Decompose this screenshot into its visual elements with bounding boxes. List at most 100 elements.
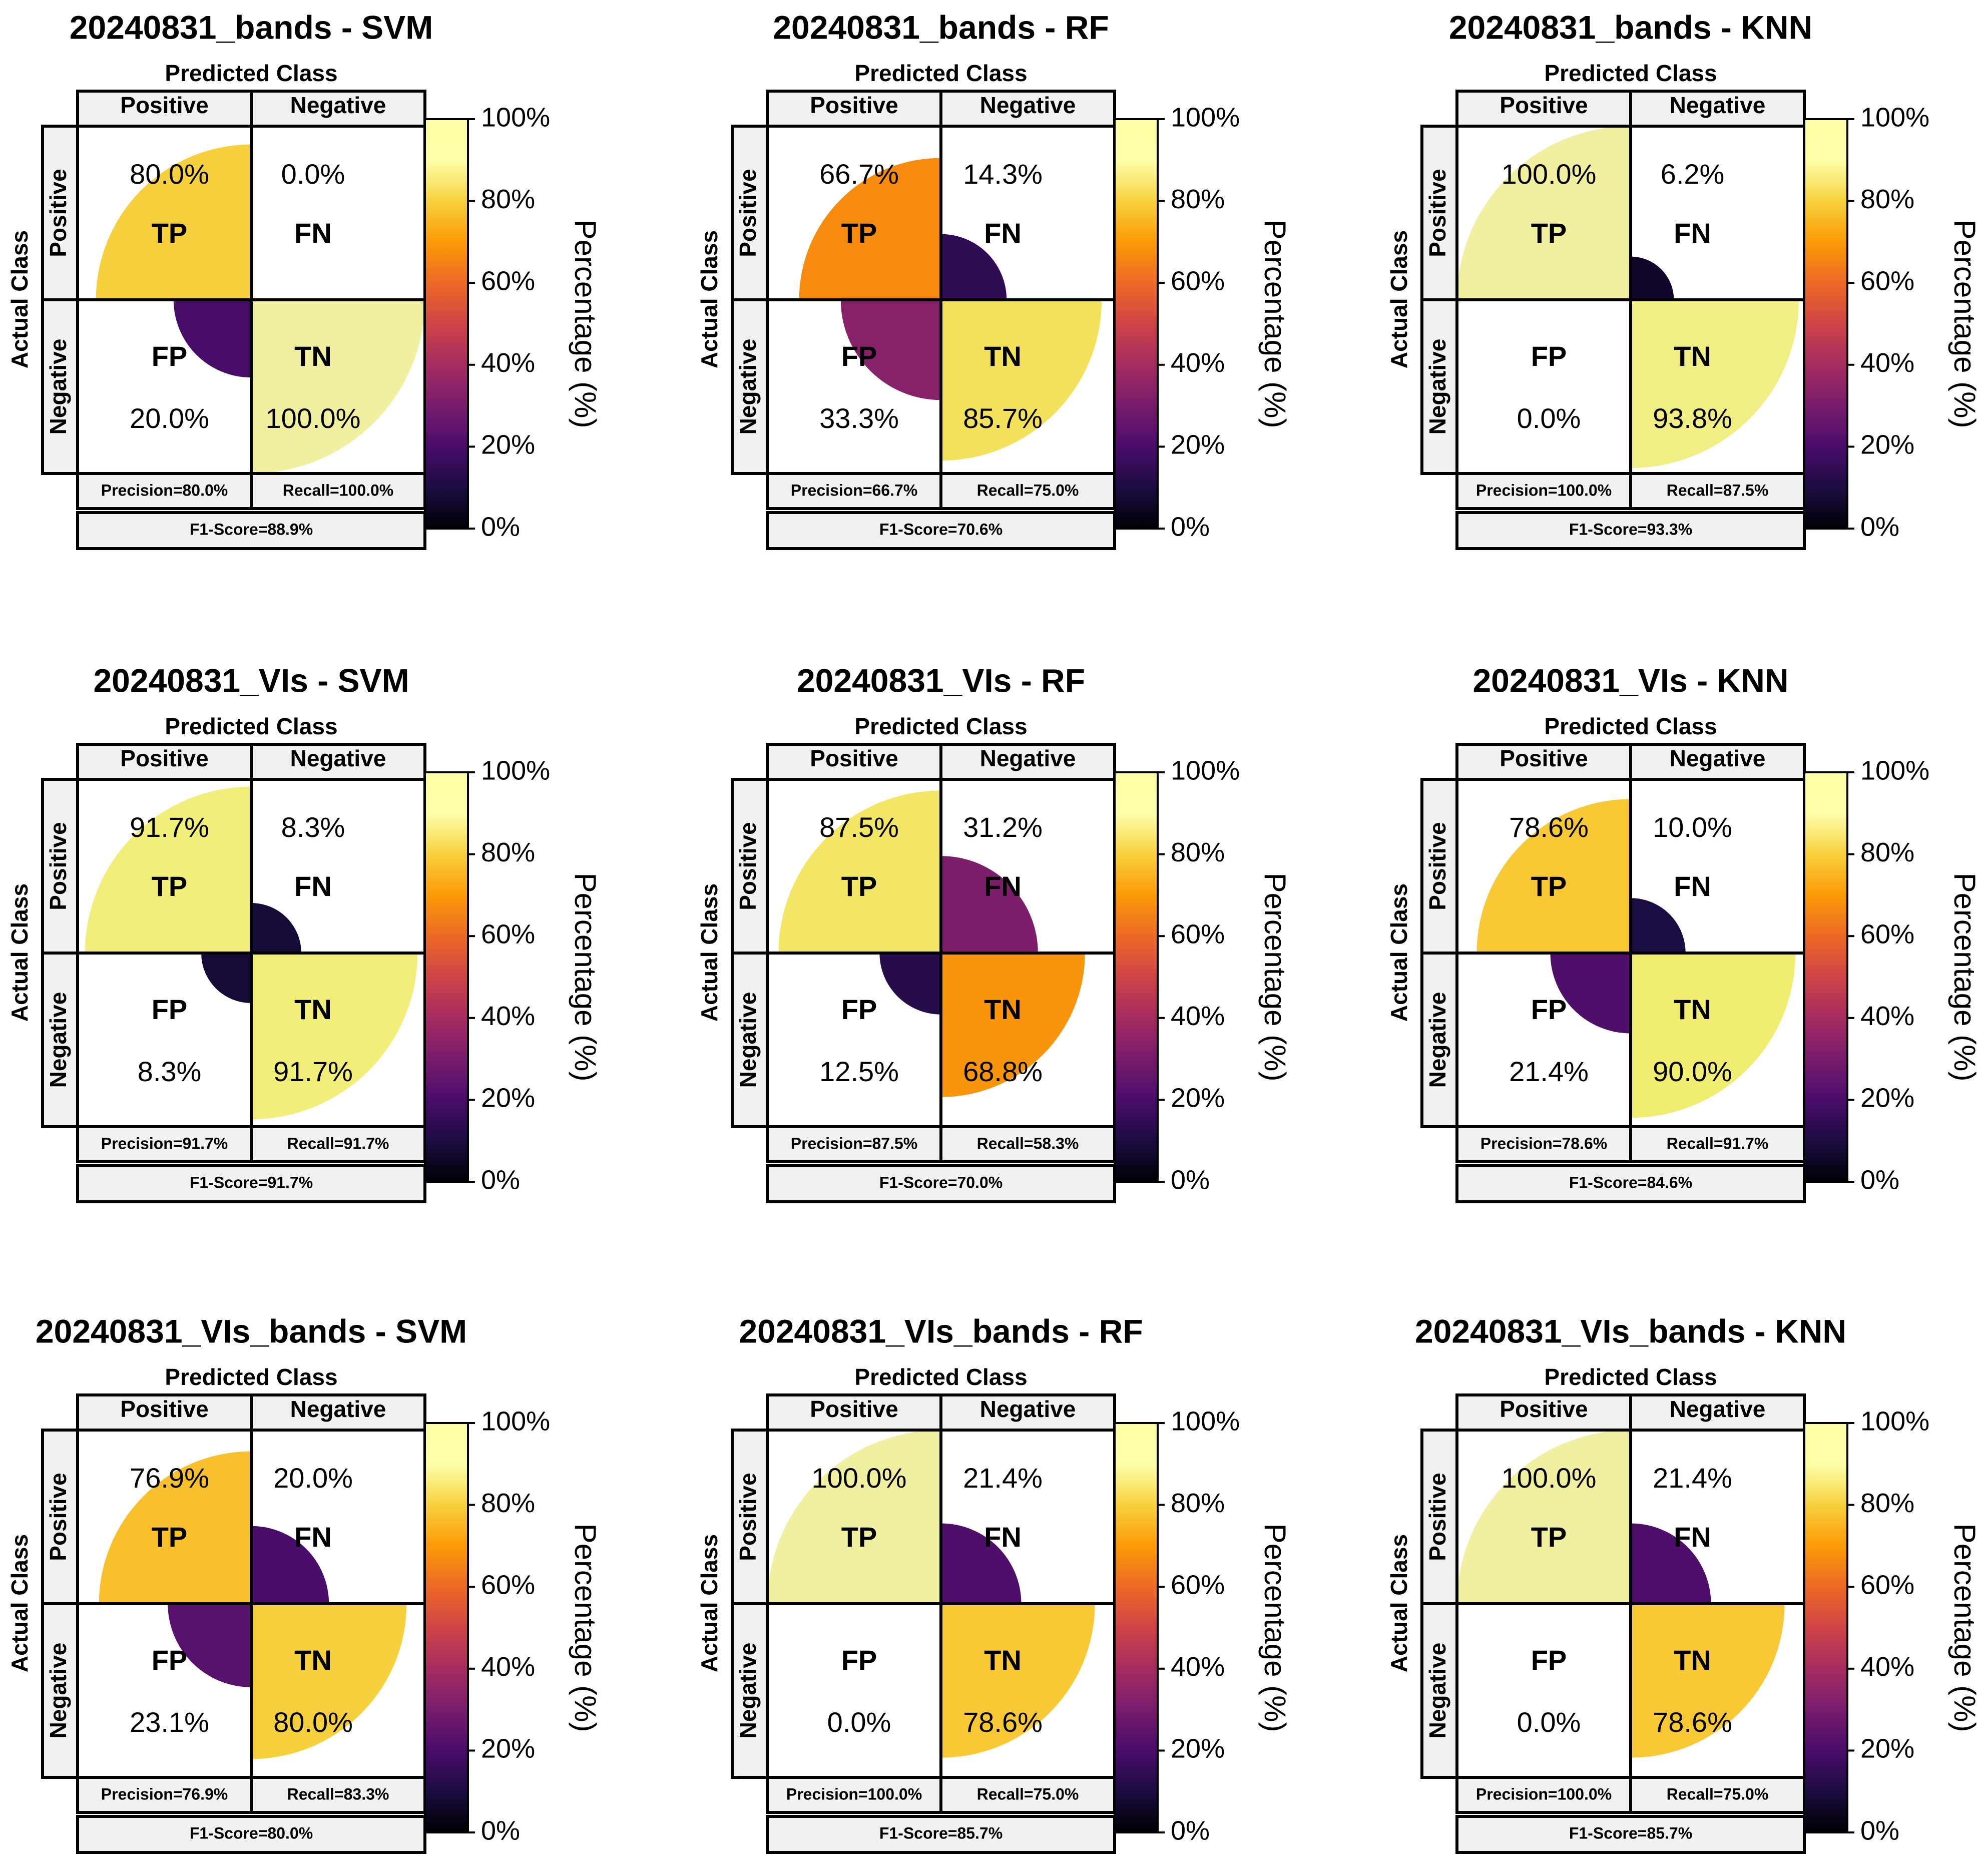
colorbar-tick-label: 40% bbox=[481, 1001, 535, 1031]
confusion-matrix-panel: 20240831_VIs - KNN Predicted Class Positiv… bbox=[1386, 662, 1977, 1203]
fn-label: FN bbox=[1674, 217, 1711, 249]
row-label-positive: Positive bbox=[45, 169, 71, 257]
tn-wedge bbox=[251, 953, 418, 1120]
precision-box bbox=[766, 1776, 942, 1814]
precision-value: Precision=100.0% bbox=[786, 1785, 922, 1803]
colorbar-tick-label: 80% bbox=[1171, 184, 1225, 214]
colorbar-label: Percentage (%) bbox=[569, 1524, 602, 1732]
colorbar-tick-label: 40% bbox=[481, 1652, 535, 1682]
predicted-class-label: Predicted Class bbox=[1544, 1364, 1717, 1390]
fn-percentage: 8.3% bbox=[281, 811, 345, 843]
colorbar-tick-label: 0% bbox=[1860, 1815, 1899, 1845]
fp-label: FP bbox=[152, 1644, 188, 1676]
col-label-negative: Negative bbox=[980, 745, 1076, 771]
row-label-positive: Positive bbox=[45, 1473, 71, 1561]
colorbar-tick-label: 60% bbox=[1171, 919, 1225, 949]
tn-label: TN bbox=[294, 994, 332, 1025]
fn-percentage: 14.3% bbox=[963, 158, 1043, 190]
actual-class-label: Actual Class bbox=[7, 230, 33, 368]
row-label-negative: Negative bbox=[45, 1643, 71, 1739]
colorbar bbox=[425, 1423, 468, 1832]
colorbar-tick-label: 80% bbox=[481, 184, 535, 214]
colorbar-label: Percentage (%) bbox=[1258, 1524, 1292, 1732]
col-label-positive: Positive bbox=[1500, 745, 1588, 771]
fp-percentage: 33.3% bbox=[819, 402, 899, 434]
fn-label: FN bbox=[984, 870, 1022, 902]
col-label-positive: Positive bbox=[810, 1396, 898, 1422]
col-label-negative: Negative bbox=[1670, 745, 1766, 771]
tn-wedge bbox=[1631, 1604, 1785, 1758]
fp-percentage: 0.0% bbox=[1517, 402, 1581, 434]
col-label-negative: Negative bbox=[290, 92, 386, 118]
col-label-positive: Positive bbox=[1500, 1396, 1588, 1422]
tp-percentage: 66.7% bbox=[819, 158, 899, 190]
col-label-positive: Positive bbox=[120, 1396, 208, 1422]
colorbar-tick-label: 100% bbox=[1171, 102, 1240, 132]
confusion-matrix-panel: 20240831_bands - SVM Predicted Class Posit… bbox=[7, 9, 602, 550]
tp-wedge bbox=[1476, 799, 1631, 953]
f1-score-value: F1-Score=80.0% bbox=[190, 1824, 313, 1842]
col-header-box bbox=[1629, 743, 1806, 781]
colorbar bbox=[1115, 1423, 1158, 1832]
col-label-negative: Negative bbox=[290, 745, 386, 771]
fp-wedge bbox=[201, 953, 251, 1003]
f1-box bbox=[766, 1164, 1116, 1203]
fp-label: FP bbox=[1531, 994, 1567, 1025]
colorbar-tick-label: 0% bbox=[1171, 1165, 1210, 1195]
colorbar-tick-label: 80% bbox=[1171, 837, 1225, 867]
panel-title: 20240831_VIs - RF bbox=[797, 662, 1085, 699]
fn-wedge bbox=[1631, 898, 1686, 953]
panel-title: 20240831_bands - RF bbox=[773, 9, 1109, 46]
f1-box bbox=[766, 1815, 1116, 1854]
fn-label: FN bbox=[294, 1521, 332, 1553]
predicted-class-label: Predicted Class bbox=[1544, 60, 1717, 86]
colorbar-frame bbox=[1803, 771, 1848, 1183]
colorbar-label: Percentage (%) bbox=[1258, 220, 1292, 428]
col-label-negative: Negative bbox=[290, 1396, 386, 1422]
row-label-negative: Negative bbox=[45, 992, 71, 1088]
tn-label: TN bbox=[984, 994, 1022, 1025]
fn-wedge bbox=[941, 1523, 1022, 1604]
tn-wedge bbox=[1631, 300, 1799, 468]
f1-box bbox=[1455, 1815, 1806, 1854]
row-label-negative: Negative bbox=[735, 992, 761, 1088]
confusion-matrix-panel: 20240831_bands - RF Predicted Class Positi… bbox=[696, 9, 1292, 550]
fn-wedge bbox=[251, 1526, 329, 1604]
colorbar-tick-label: 0% bbox=[481, 1165, 520, 1195]
row-label-positive: Positive bbox=[45, 822, 71, 910]
predicted-class-label: Predicted Class bbox=[854, 60, 1027, 86]
panel-title: 20240831_bands - KNN bbox=[1449, 9, 1812, 46]
colorbar-label: Percentage (%) bbox=[569, 220, 602, 428]
col-label-negative: Negative bbox=[1670, 1396, 1766, 1422]
tp-label: TP bbox=[841, 217, 877, 249]
fp-label: FP bbox=[152, 994, 188, 1025]
row-header-box bbox=[731, 298, 769, 475]
tp-percentage: 80.0% bbox=[130, 158, 209, 190]
actual-class-label: Actual Class bbox=[1386, 1534, 1412, 1672]
recall-value: Recall=83.3% bbox=[287, 1785, 389, 1803]
tn-label: TN bbox=[984, 1644, 1022, 1676]
predicted-class-label: Predicted Class bbox=[1544, 713, 1717, 739]
colorbar-tick-label: 60% bbox=[481, 919, 535, 949]
row-label-positive: Positive bbox=[735, 822, 761, 910]
colorbar bbox=[1115, 119, 1158, 529]
tp-label: TP bbox=[841, 1521, 877, 1553]
tn-label: TN bbox=[1674, 340, 1711, 372]
row-label-negative: Negative bbox=[1424, 1643, 1450, 1739]
colorbar-frame bbox=[1803, 1422, 1848, 1833]
tp-percentage: 100.0% bbox=[812, 1462, 907, 1494]
colorbar-tick-label: 0% bbox=[1860, 1165, 1899, 1195]
col-header-box bbox=[939, 743, 1116, 781]
f1-box bbox=[766, 511, 1116, 550]
tp-wedge bbox=[767, 1430, 941, 1604]
fp-percentage: 20.0% bbox=[130, 402, 209, 434]
recall-box bbox=[1629, 472, 1806, 510]
colorbar-tick-label: 20% bbox=[1171, 430, 1225, 460]
actual-class-label: Actual Class bbox=[7, 883, 33, 1022]
tp-label: TP bbox=[152, 870, 188, 902]
colorbar-frame bbox=[424, 118, 469, 530]
colorbar-tick-label: 100% bbox=[481, 755, 550, 785]
tn-percentage: 85.7% bbox=[963, 402, 1043, 434]
precision-box bbox=[1455, 1125, 1632, 1163]
